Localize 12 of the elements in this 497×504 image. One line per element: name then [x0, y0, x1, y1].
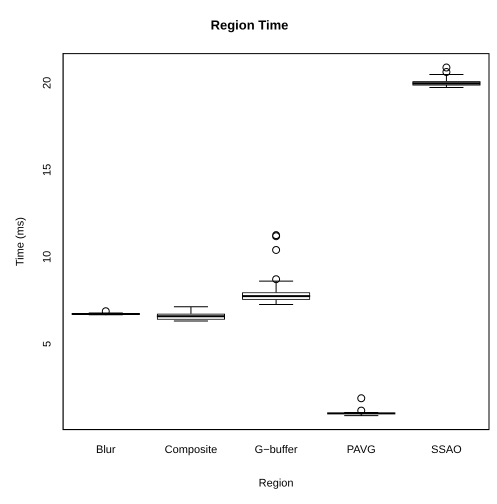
- chart-title: Region Time: [210, 17, 288, 32]
- y-tick-label: 5: [42, 340, 54, 348]
- x-axis-title: Region: [258, 477, 294, 490]
- y-tick-label: 15: [42, 164, 54, 176]
- x-tick-label: Composite: [164, 444, 218, 456]
- x-tick-label: Blur: [96, 444, 116, 456]
- x-tick-label: G−buffer: [254, 444, 298, 456]
- y-tick-label: 10: [42, 250, 54, 264]
- x-tick-label: SSAO: [431, 444, 462, 456]
- y-axis-title: Time (ms): [14, 217, 27, 266]
- x-tick-label: PAVG: [346, 444, 376, 456]
- y-tick-label: 20: [42, 76, 54, 89]
